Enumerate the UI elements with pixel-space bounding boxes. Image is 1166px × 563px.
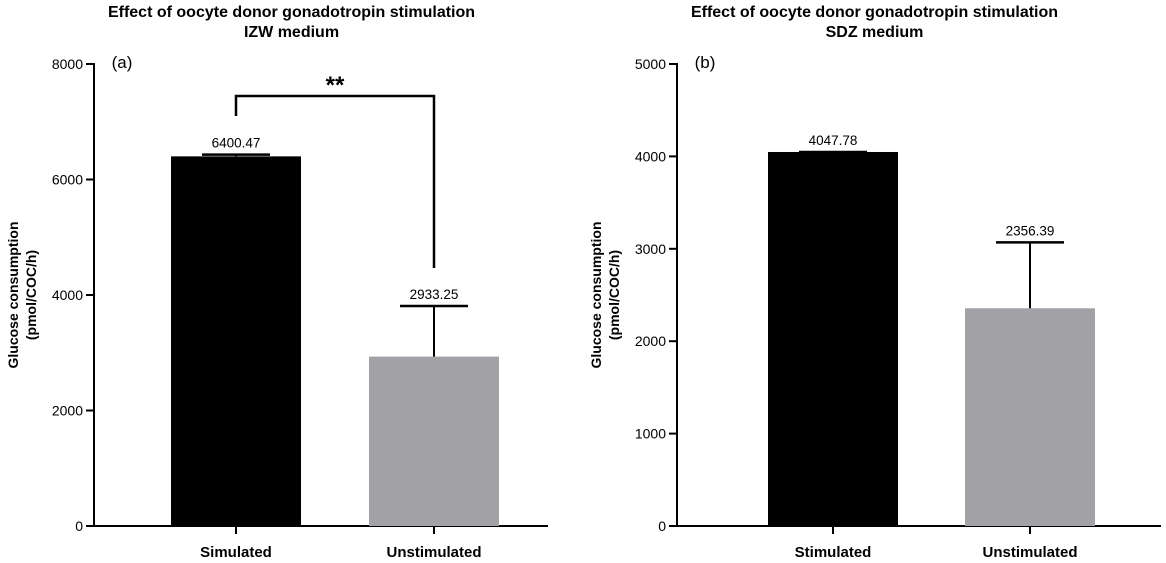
significance-bracket	[234, 94, 436, 268]
value-label: 2356.39	[1006, 223, 1055, 238]
y-tick-label: 4000	[635, 148, 666, 164]
y-axis-label-line: Glucose consumption	[588, 221, 604, 368]
y-axis-label: Glucose consumption (pmol/COC/h)	[5, 221, 39, 368]
y-tick-label: 5000	[635, 56, 666, 72]
bar-simulated	[171, 156, 301, 526]
bar-stimulated	[768, 151, 898, 527]
chart-title: Effect of oocyte donor gonadotropin stim…	[690, 4, 1059, 21]
bar-chart-a: (a) 0 2000 4000 6000 8000 Glucose consumption(…	[5, 53, 548, 561]
y-axis-label: Glucose consumption (pmol/COC/h)	[588, 221, 622, 368]
y-axis-label-line: Glucose consumption	[5, 221, 21, 368]
value-label: 6400.47	[212, 136, 261, 151]
x-tick-label: Unstimulated	[386, 544, 481, 561]
y-axis-label-line: (pmol/COC/h)	[606, 250, 622, 340]
chart-title: Effect of oocyte donor gonadotropin stim…	[107, 4, 476, 21]
x-tick-label: Simulated	[200, 544, 272, 561]
panel-letter: (b)	[695, 53, 716, 72]
significance-label: **	[326, 72, 345, 99]
y-tick-label: 3000	[635, 241, 666, 257]
y-axis-label-line: (pmol/COC/h)	[23, 250, 39, 340]
chart-title-a: Effect of oocyte donor gonadotropin stim…	[0, 3, 583, 43]
y-tick-label: 0	[75, 518, 83, 534]
y-tick-label: 4000	[52, 287, 83, 303]
chart-subtitle: IZW medium	[243, 24, 340, 41]
x-tick-label: Unstimulated	[982, 544, 1077, 561]
y-tick-label: 0	[658, 518, 666, 534]
y-tick-label: 8000	[52, 56, 83, 72]
bar-unstimulated	[965, 308, 1095, 526]
bar-unstimulated	[369, 356, 499, 526]
x-tick-label: Stimulated	[795, 544, 872, 561]
value-label: 2933.25	[410, 287, 459, 302]
chart-panel-b: Effect of oocyte donor gonadotropin stim…	[583, 0, 1166, 563]
chart-subtitle: SDZ medium	[825, 24, 924, 41]
y-tick-label: 1000	[635, 426, 666, 442]
value-label: 4047.78	[809, 133, 858, 148]
chart-panel-a: Effect of oocyte donor gonadotropin stim…	[0, 3, 583, 561]
bar-chart-b: (b) 0 1000 2000 3000 4000 5000 Glucose consumpt…	[588, 53, 1161, 561]
y-tick-label: 2000	[635, 333, 666, 349]
y-tick-label: 6000	[52, 172, 83, 188]
chart-title-b: Effect of oocyte donor gonadotropin stim…	[583, 3, 1166, 43]
y-tick-label: 2000	[52, 403, 83, 419]
panel-letter: (a)	[112, 53, 133, 72]
